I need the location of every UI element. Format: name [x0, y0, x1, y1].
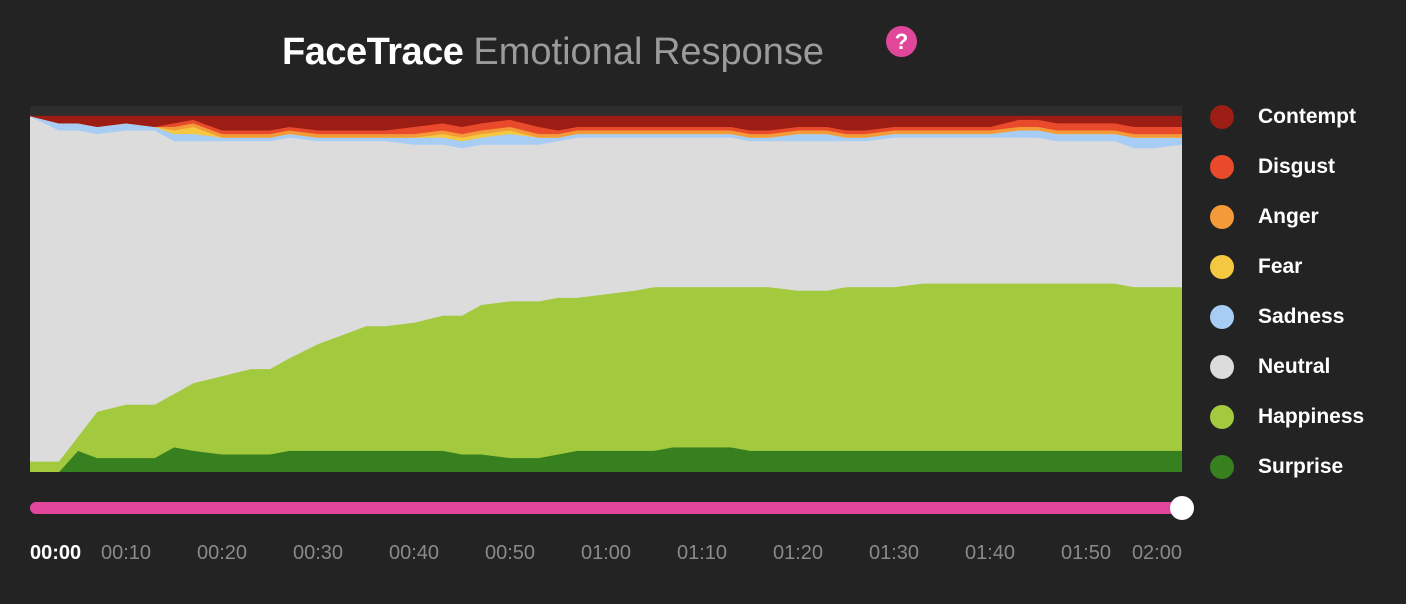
- time-tick-label[interactable]: 01:10: [676, 542, 728, 564]
- time-tick-label[interactable]: 00:10: [100, 542, 152, 564]
- slider-thumb[interactable]: [1170, 496, 1194, 520]
- time-tick-label[interactable]: 00:00: [30, 542, 82, 564]
- time-tick-label[interactable]: 00:40: [388, 542, 440, 564]
- time-tick-label[interactable]: 01:00: [580, 542, 632, 564]
- legend-swatch: [1210, 405, 1234, 429]
- time-tick-label[interactable]: 00:50: [484, 542, 536, 564]
- legend-swatch: [1210, 255, 1234, 279]
- legend-swatch: [1210, 155, 1234, 179]
- time-tick-label[interactable]: 01:50: [1060, 542, 1112, 564]
- slider-progress-fill: [30, 502, 1182, 514]
- legend-label: Fear: [1258, 255, 1303, 278]
- legend-label: Disgust: [1258, 155, 1336, 178]
- legend-swatch: [1210, 105, 1234, 129]
- chart-title: FaceTrace Emotional Response: [282, 26, 824, 78]
- time-axis: 00:00 00:10 00:20 00:30 00:40 00:50 01:00 01:10…: [30, 540, 1182, 568]
- legend-label: Happiness: [1258, 405, 1365, 428]
- plot-top-band: [30, 106, 1182, 116]
- area-series-contempt: [30, 115, 1182, 131]
- brand-name: FaceTrace: [282, 31, 464, 73]
- title-subtitle: Emotional Response: [473, 31, 825, 73]
- legend-swatch: [1210, 455, 1234, 479]
- legend-label: Neutral: [1258, 355, 1331, 378]
- emotion-area-chart: [30, 106, 1182, 472]
- chart-plot: [30, 106, 1182, 472]
- legend-label: Anger: [1258, 205, 1319, 228]
- time-tick-label[interactable]: 01:20: [772, 542, 824, 564]
- legend-label: Surprise: [1258, 455, 1344, 478]
- help-icon[interactable]: ?: [886, 26, 917, 57]
- time-tick-label[interactable]: 01:40: [964, 542, 1016, 564]
- legend-label: Sadness: [1258, 305, 1345, 328]
- legend-swatch: [1210, 305, 1234, 329]
- playback-slider[interactable]: [30, 496, 1194, 520]
- time-tick-label[interactable]: 00:20: [196, 542, 248, 564]
- time-tick-label[interactable]: 01:30: [868, 542, 920, 564]
- time-tick-label[interactable]: 02:00: [1131, 542, 1182, 564]
- legend-swatch: [1210, 355, 1234, 379]
- legend-swatch: [1210, 205, 1234, 229]
- legend-label: Contempt: [1258, 105, 1356, 128]
- time-tick-label[interactable]: 00:30: [292, 542, 344, 564]
